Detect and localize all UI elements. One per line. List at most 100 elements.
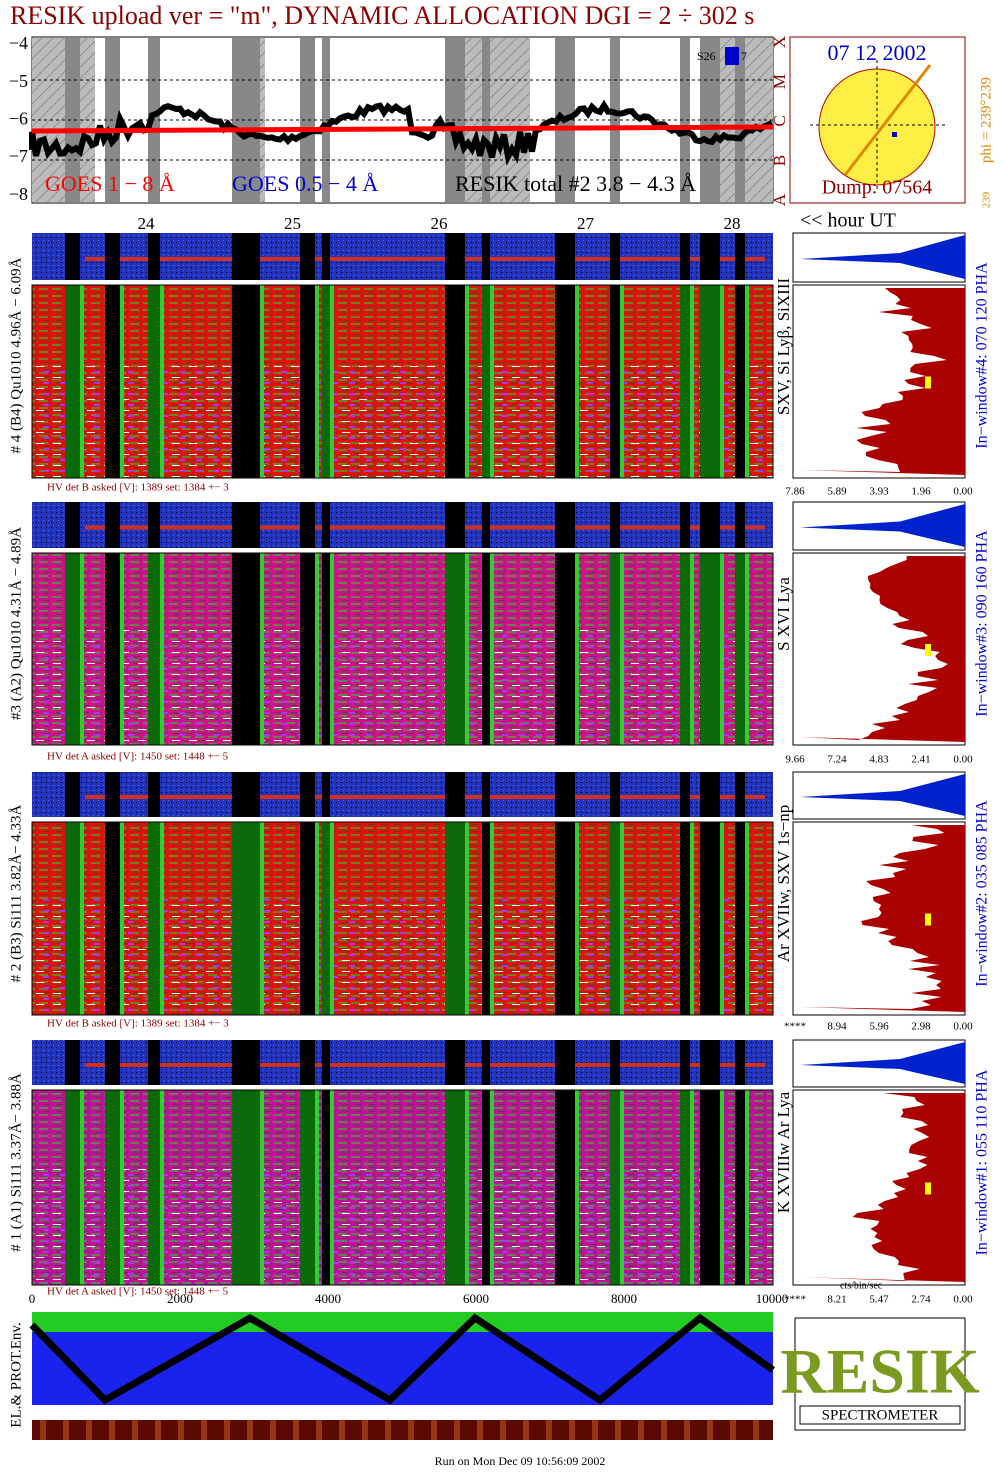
hist-tick: 8.21 — [827, 1294, 846, 1306]
hist-tick: 2.41 — [911, 754, 930, 766]
env-strip-band — [615, 1420, 621, 1440]
env-strip-band — [132, 1420, 138, 1440]
strip-gap — [65, 233, 80, 280]
heatmap-column-edge — [745, 822, 749, 1015]
strip-gap — [148, 233, 160, 280]
strip-gap — [680, 1040, 690, 1085]
env-strip — [32, 1420, 773, 1440]
line-label: K XVIIIw Ar Lya — [774, 1091, 793, 1213]
hour-label: 25 — [284, 214, 301, 233]
hist-marker — [925, 913, 931, 926]
strip-gap — [65, 1040, 80, 1085]
env-strip-band — [500, 1420, 506, 1440]
heatmap-column — [322, 822, 330, 1015]
sun-date: 07 12 2002 — [828, 40, 927, 65]
strip-gap — [680, 772, 690, 817]
heatmap-column — [700, 822, 720, 1015]
heatmap-column — [735, 822, 745, 1015]
strip-gap — [555, 502, 575, 548]
heatmap-column — [680, 822, 690, 1015]
heatmap-column — [300, 1090, 315, 1285]
line-label: S XVI Lya — [774, 577, 793, 651]
strip-gap — [700, 772, 720, 817]
hv-label: HV det A asked [V]: 1450 set: 1448 +− 5 — [47, 1286, 229, 1298]
strip — [32, 502, 773, 548]
hist — [800, 288, 965, 475]
strip — [32, 233, 773, 280]
strip-gap — [445, 502, 465, 548]
heatmap-column-edge — [465, 285, 469, 478]
hist-small — [800, 504, 965, 547]
strip-gap — [322, 1040, 330, 1085]
detector-label: # 2 (B3) Si111 3.82Å− 4.33Å — [8, 804, 24, 982]
strip-gap — [445, 233, 465, 280]
heatmap-column-edge — [690, 553, 694, 745]
grey-band — [445, 38, 465, 202]
strip-gap — [445, 772, 465, 817]
resik-curve — [29, 99, 774, 166]
hour-label: 26 — [431, 214, 448, 233]
heatmap-column-edge — [575, 822, 579, 1015]
title: RESIK upload ver = "m", DYNAMIC ALLOCATI… — [10, 1, 754, 30]
grey-band — [300, 38, 315, 202]
heatmap-column — [735, 285, 745, 478]
detector-label: # 1 (A1) Si111 3.37Å− 3.88Å — [8, 1073, 24, 1252]
strip-gap — [232, 772, 260, 817]
heatmap-column-edge — [620, 553, 624, 745]
logo-text: SPECTROMETER — [822, 1407, 939, 1423]
heatmap-column-edge — [690, 285, 694, 478]
heatmap-column — [232, 822, 260, 1015]
heatmap-column — [735, 553, 745, 745]
heatmap-column — [555, 1090, 575, 1285]
heatmap-noise — [32, 629, 773, 745]
hist-tick: **** — [784, 1021, 806, 1033]
hist-tick: 1.96 — [911, 486, 931, 498]
hour-label: 24 — [138, 214, 156, 233]
heatmap-column — [700, 1090, 720, 1285]
strip-gap — [105, 233, 120, 280]
strip-gap — [322, 772, 330, 817]
strip-gap — [482, 1040, 490, 1085]
strip-gap — [445, 1040, 465, 1085]
env-strip-band — [155, 1420, 161, 1440]
heatmap-column-edge — [260, 285, 264, 478]
heatmap-noise — [32, 899, 773, 1015]
heatmap-column — [300, 822, 315, 1015]
strip — [32, 772, 773, 817]
heatmap-column — [482, 553, 490, 745]
strip-gap — [610, 233, 620, 280]
hv-label: HV det B asked [V]: 1389 set: 1384 +− 3 — [47, 482, 229, 494]
x-tick-label: 10000 — [756, 1291, 789, 1306]
y-tick-label: −7 — [9, 146, 28, 166]
grey-band — [680, 38, 690, 202]
heatmap-column — [232, 553, 260, 745]
strip-gap — [232, 233, 260, 280]
heatmap-column-edge — [720, 553, 724, 745]
env-strip-band — [684, 1420, 690, 1440]
env-trace — [29, 1313, 776, 1405]
env-strip-band — [431, 1420, 437, 1440]
heatmap-column — [555, 822, 575, 1015]
strip-gap — [300, 1040, 315, 1085]
hist-tick: 8.94 — [827, 1021, 847, 1033]
hist-tick: 3.93 — [869, 486, 889, 498]
heatmap-column — [322, 1090, 330, 1285]
heatmap-column-edge — [160, 285, 164, 478]
heatmap-column — [735, 1090, 745, 1285]
heatmap-noise — [32, 1168, 773, 1285]
strip-gap — [680, 502, 690, 548]
hist-tick: 0.00 — [953, 486, 973, 498]
hist-small — [800, 774, 965, 816]
flare-class: A — [770, 193, 789, 206]
heatmap-column — [300, 285, 315, 478]
strip-gap — [148, 502, 160, 548]
strip-gap — [610, 1040, 620, 1085]
window-label: In−window#1: 055 110 PHA — [974, 1069, 991, 1255]
env-strip-band — [362, 1420, 368, 1440]
heatmap-column — [610, 822, 620, 1015]
heatmap-column-edge — [745, 553, 749, 745]
hist-tick: 4.83 — [869, 754, 889, 766]
hist-tick: 0.00 — [953, 1294, 973, 1306]
heatmap-column-edge — [330, 285, 334, 478]
env-strip-band — [270, 1420, 276, 1440]
